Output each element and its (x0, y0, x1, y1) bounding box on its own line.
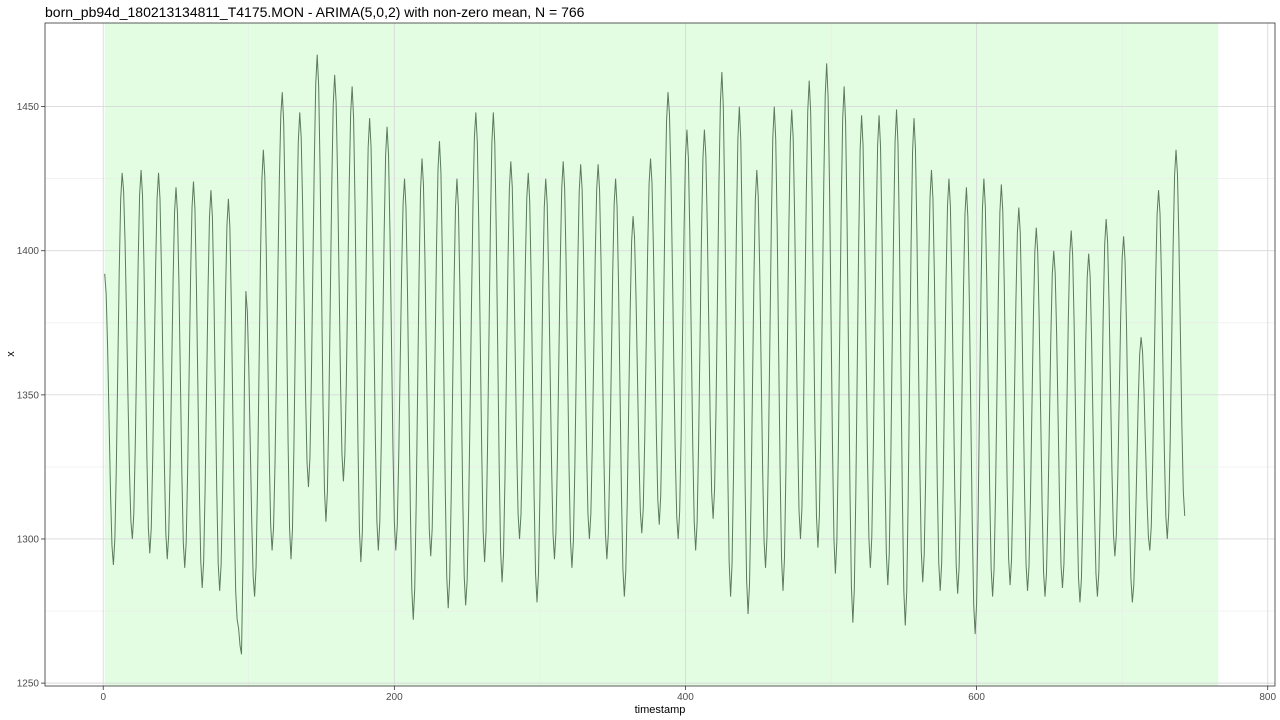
y-tick-label: 1350 (17, 390, 40, 401)
y-tick-label: 1300 (17, 534, 40, 545)
plot-border (44, 22, 1276, 687)
y-tick-label: 1400 (17, 246, 40, 257)
x-tick-label: 800 (1259, 692, 1276, 703)
x-axis: 0 200 400 600 800 (100, 686, 1277, 703)
y-axis-title: x (5, 351, 17, 357)
x-axis-title: timestamp (635, 704, 686, 716)
y-tick-label: 1250 (17, 679, 40, 690)
x-tick-label: 600 (968, 692, 985, 703)
y-axis: 1250 1300 1350 1400 1450 (17, 102, 45, 690)
y-tick-label: 1450 (17, 102, 40, 113)
highlight-region (104, 23, 1219, 686)
x-tick-label: 400 (677, 692, 694, 703)
series-line (104, 54, 1186, 655)
x-tick-label: 200 (386, 692, 403, 703)
x-tick-label: 0 (100, 692, 106, 703)
chart-title: born_pb94d_180213134811_T4175.MON - ARIM… (45, 4, 585, 20)
